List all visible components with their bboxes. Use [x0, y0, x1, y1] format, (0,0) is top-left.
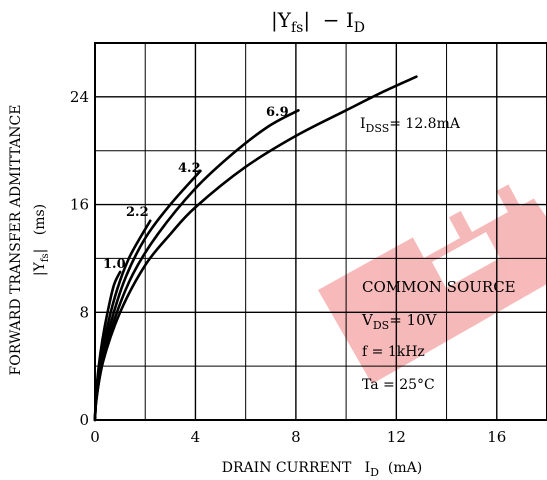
vds-label: VDS= 10V [361, 311, 438, 332]
ylabel-line1: FORWARD TRANSFER ADMITTANCE [8, 105, 24, 376]
x-tick-labels: 0 4 8 12 16 [90, 428, 506, 446]
x-axis-label: DRAIN CURRENT ID (mA) [222, 460, 422, 479]
vds-post: = 10V [389, 311, 437, 329]
idss-sub: DSS [366, 122, 390, 135]
frequency-label: f = 1kHz [362, 344, 425, 360]
xlabel-post: (mA) [379, 460, 422, 476]
idss-post: = 12.8mA [389, 116, 461, 132]
common-source-label: COMMON SOURCE [362, 278, 516, 296]
title-main: |Y [271, 8, 292, 33]
y-axis-label: FORWARD TRANSFER ADMITTANCE |Yfs| (ms) [8, 105, 51, 376]
y-tick-label: 8 [79, 303, 89, 321]
watermark-logo [318, 165, 547, 384]
y-tick-labels: 0 8 16 24 [70, 88, 89, 429]
y-tick-label: 0 [79, 411, 89, 429]
ylabel-post: | (ms) [32, 204, 48, 253]
chart-title: |Yfs| − ID [271, 8, 365, 36]
series-line-2 [95, 221, 150, 420]
curve-label-4-2: 4.2 [178, 161, 201, 176]
x-tick-label: 4 [191, 428, 201, 446]
ylabel-line2: |Yfs| (ms) [32, 204, 51, 276]
curve-label-6-9: 6.9 [266, 105, 289, 120]
x-tick-label: 0 [90, 428, 100, 446]
x-tick-label: 12 [387, 428, 406, 446]
xlabel-sub: D [370, 466, 379, 479]
idss-label: IDSS= 12.8mA [360, 116, 461, 135]
title-sub2: D [354, 20, 365, 36]
title-sub: fs [291, 20, 303, 36]
xlabel-pre: DRAIN CURRENT I [222, 460, 370, 476]
title-rest: | − I [303, 8, 353, 33]
temperature-label: Ta = 25°C [362, 377, 435, 393]
curve-label-1-0: 1.0 [103, 257, 126, 272]
ylabel-pre: |Y [32, 261, 48, 276]
ylabel-sub: fs [40, 253, 51, 262]
y-tick-label: 16 [70, 196, 89, 214]
y-tick-label: 24 [70, 88, 89, 106]
vds-sub: DS [373, 319, 389, 332]
x-tick-label: 16 [487, 428, 506, 446]
curve-label-2-2: 2.2 [126, 205, 149, 220]
x-tick-label: 8 [291, 428, 301, 446]
